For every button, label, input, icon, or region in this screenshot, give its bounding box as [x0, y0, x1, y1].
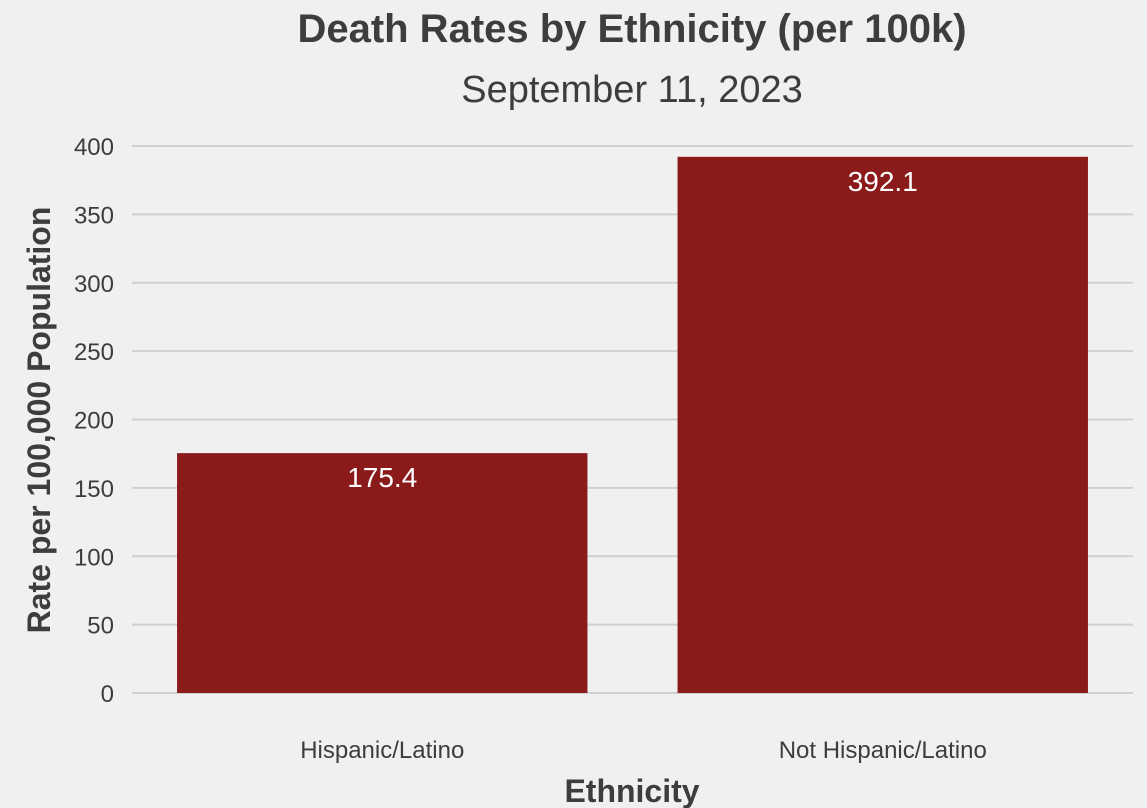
x-axis-ticks: Hispanic/Latino Not Hispanic/Latino	[300, 737, 987, 764]
y-axis-title: Rate per 100,000 Population	[21, 207, 57, 634]
chart-subtitle: September 11, 2023	[461, 69, 803, 111]
y-tick-label: 400	[74, 134, 114, 161]
y-tick-label: 0	[101, 681, 114, 708]
bar-hispanic-latino	[177, 453, 588, 693]
y-axis-ticks: 0 50 100 150 200 250 300 350 400	[74, 134, 114, 708]
y-tick-label: 250	[74, 339, 114, 366]
x-axis-title: Ethnicity	[564, 773, 699, 808]
y-tick-label: 50	[87, 613, 114, 640]
y-tick-label: 100	[74, 544, 114, 571]
x-tick-label: Hispanic/Latino	[300, 737, 464, 764]
bar-not-hispanic-latino	[677, 156, 1088, 694]
x-tick-label: Not Hispanic/Latino	[779, 737, 987, 764]
bar-value-label: 175.4	[347, 462, 417, 493]
bars	[177, 156, 1088, 694]
y-tick-label: 300	[74, 271, 114, 298]
y-tick-label: 150	[74, 476, 114, 503]
data-labels: 175.4 392.1	[347, 166, 918, 493]
y-tick-label: 200	[74, 408, 114, 435]
chart-title: Death Rates by Ethnicity (per 100k)	[297, 7, 966, 51]
bar-value-label: 392.1	[848, 166, 918, 197]
y-tick-label: 350	[74, 202, 114, 229]
